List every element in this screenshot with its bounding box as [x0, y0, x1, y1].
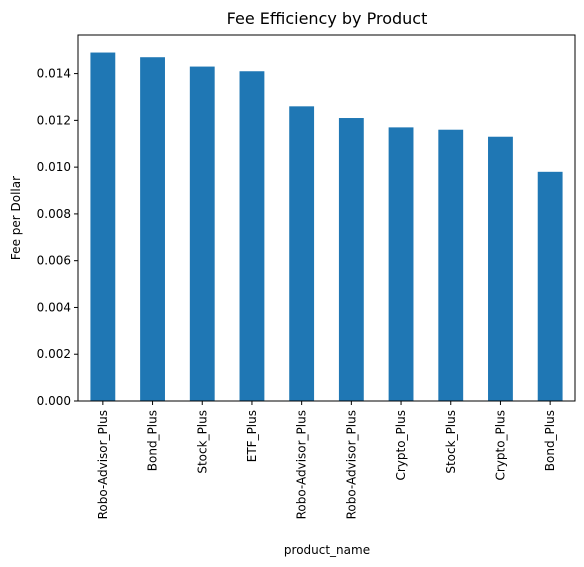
x-tick-label: Crypto_Plus — [394, 410, 408, 481]
x-tick-label: Robo-Advisor_Plus — [344, 410, 358, 519]
bar-7 — [388, 127, 414, 401]
x-tick-label: ETF_Plus — [245, 410, 259, 462]
plot-frame — [77, 34, 576, 402]
x-axis-ticks: Robo-Advisor_Plus Bond_Plus Stock_Plus ETF_… — [96, 401, 557, 519]
bar-2 — [140, 57, 165, 401]
y-tick-label: 0.010 — [37, 160, 71, 174]
x-axis-label: product_name — [284, 543, 370, 557]
x-tick-label: Robo-Advisor_Plus — [96, 410, 110, 519]
bar-5 — [289, 106, 315, 401]
x-tick-label: Bond_Plus — [543, 410, 557, 471]
bar-1 — [90, 52, 116, 401]
y-tick-label: 0.012 — [37, 113, 71, 127]
x-tick-label: Crypto_Plus — [493, 410, 507, 481]
bar-10 — [537, 171, 563, 401]
bar-6 — [338, 118, 364, 401]
bar-3 — [189, 66, 215, 401]
x-tick-label: Robo-Advisor_Plus — [295, 410, 309, 519]
chart-title: Fee Efficiency by Product — [227, 9, 428, 28]
bars-group — [90, 52, 563, 402]
y-tick-label: 0.000 — [37, 394, 71, 408]
bar-9 — [488, 136, 513, 401]
y-axis-ticks: 0.000 0.002 0.004 0.006 0.008 0.010 0.012 0.014 — [37, 67, 78, 408]
x-tick-label: Stock_Plus — [195, 410, 209, 474]
y-tick-label: 0.004 — [37, 300, 71, 314]
x-tick-label: Stock_Plus — [444, 410, 458, 474]
bar-8 — [438, 129, 464, 402]
x-tick-label: Bond_Plus — [146, 410, 160, 471]
y-tick-label: 0.014 — [37, 67, 71, 81]
y-axis-label: Fee per Dollar — [9, 176, 23, 260]
y-tick-label: 0.008 — [37, 207, 71, 221]
bar-4 — [239, 71, 265, 401]
y-tick-label: 0.006 — [37, 254, 71, 268]
y-tick-label: 0.002 — [37, 347, 71, 361]
